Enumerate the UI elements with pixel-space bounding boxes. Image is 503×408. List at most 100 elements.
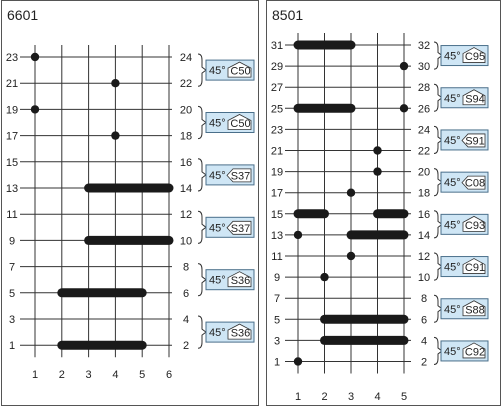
- pin-dot: [320, 272, 329, 282]
- row-label-left: 29: [271, 61, 283, 73]
- row-label-right: 22: [418, 146, 430, 158]
- column-label: 4: [112, 369, 118, 381]
- code-label: S88: [465, 304, 485, 316]
- bracket: [197, 105, 207, 140]
- row-label-left: 23: [271, 124, 283, 136]
- code-label: S36: [231, 275, 251, 287]
- row-label-right: 20: [418, 167, 430, 179]
- row-label-left: 11: [6, 209, 17, 221]
- row-label-left: 1: [9, 340, 15, 352]
- row-label-right: 6: [183, 288, 189, 300]
- row-label-left: 19: [6, 104, 18, 116]
- arrow-icon: [226, 220, 252, 235]
- column-label: 2: [321, 391, 327, 403]
- row-label-right: 16: [418, 209, 430, 221]
- row-label-right: 2: [421, 357, 427, 369]
- house-icon: [227, 323, 252, 340]
- code-label: S91: [465, 135, 485, 147]
- row-label-left: 3: [9, 314, 15, 326]
- column-label: 2: [59, 369, 65, 381]
- row-label-left: 15: [6, 157, 18, 169]
- row-label-left: 17: [271, 188, 283, 200]
- column-label: 6: [166, 369, 172, 381]
- row-label-right: 8: [183, 262, 189, 274]
- code-label: C50: [230, 118, 250, 130]
- angle-label: 45°: [444, 51, 461, 63]
- code-label: S37: [231, 170, 251, 182]
- row-label-right: 2: [183, 340, 189, 352]
- pin-dot: [293, 357, 303, 366]
- row-label-right: 8: [421, 293, 427, 305]
- angle-label: 45°: [444, 177, 461, 189]
- row-label-left: 5: [274, 314, 280, 326]
- code-label: S94: [465, 93, 485, 105]
- row-label-left: 31: [271, 40, 283, 52]
- row-label-right: 28: [418, 82, 430, 94]
- row-label-right: 12: [180, 209, 192, 221]
- angle-label: 45°: [209, 118, 226, 130]
- code-label: C08: [465, 178, 485, 190]
- row-label-left: 15: [271, 209, 283, 221]
- bracket: [197, 158, 207, 192]
- pin-dot: [373, 146, 382, 155]
- code-label: C91: [465, 262, 485, 274]
- row-label-left: 7: [9, 262, 15, 274]
- angle-label: 45°: [209, 222, 226, 234]
- arrow-icon: [226, 168, 252, 183]
- angle-label: 45°: [444, 304, 461, 316]
- row-label-left: 3: [274, 335, 280, 347]
- pin-dot: [346, 188, 356, 197]
- row-label-right: 32: [418, 40, 430, 52]
- row-label-left: 21: [6, 78, 18, 90]
- angle-label: 45°: [209, 170, 226, 182]
- row-label-right: 14: [180, 183, 192, 195]
- row-label-right: 14: [418, 230, 430, 242]
- row-label-left: 17: [6, 131, 18, 143]
- angle-label: 45°: [444, 346, 461, 358]
- pin-dot: [399, 104, 409, 113]
- row-label-right: 24: [180, 52, 192, 64]
- panel-title: 6601: [7, 7, 39, 23]
- pin-dot: [373, 167, 382, 176]
- house-icon: [227, 61, 252, 78]
- column-label: 5: [401, 391, 407, 403]
- bracket: [197, 53, 207, 87]
- house-icon: [462, 342, 486, 359]
- house-icon: [462, 89, 486, 106]
- code-label: S36: [231, 328, 251, 340]
- angle-label: 45°: [444, 219, 461, 231]
- row-label-left: 5: [9, 288, 15, 300]
- row-label-left: 25: [271, 103, 283, 115]
- code-label: C50: [230, 66, 250, 78]
- row-label-right: 22: [180, 78, 192, 90]
- column-label: 3: [86, 369, 92, 381]
- row-label-right: 20: [180, 104, 192, 116]
- code-label: S37: [231, 223, 251, 235]
- angle-label: 45°: [444, 93, 461, 105]
- house-icon: [462, 258, 486, 274]
- house-icon: [462, 300, 486, 317]
- row-label-right: 18: [418, 188, 430, 200]
- panel-title: 8501: [272, 7, 304, 23]
- row-label-right: 26: [418, 103, 430, 115]
- row-label-left: 11: [271, 251, 282, 263]
- code-label: C95: [465, 51, 485, 63]
- row-label-right: 16: [180, 157, 192, 169]
- row-label-left: 21: [271, 146, 283, 158]
- column-label: 1: [32, 369, 38, 381]
- row-label-right: 6: [421, 314, 427, 326]
- angle-label: 45°: [209, 65, 226, 77]
- row-label-left: 1: [274, 357, 280, 369]
- house-icon: [227, 114, 252, 130]
- row-label-left: 9: [274, 272, 280, 284]
- angle-label: 45°: [444, 262, 461, 274]
- house-icon: [227, 271, 252, 288]
- code-label: C92: [465, 346, 485, 358]
- bracket: [197, 210, 207, 244]
- row-label-right: 18: [180, 131, 192, 143]
- bracket: [197, 263, 207, 297]
- row-label-left: 7: [274, 293, 280, 305]
- row-label-right: 4: [421, 335, 427, 347]
- pin-dot: [30, 52, 40, 62]
